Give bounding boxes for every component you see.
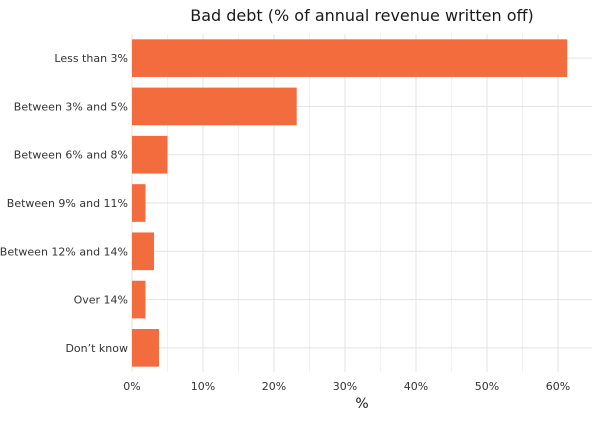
category-label: Between 9% and 11% <box>7 197 128 210</box>
x-tick-label: 10% <box>191 380 215 393</box>
category-label: Between 12% and 14% <box>0 245 128 258</box>
x-tick-label: 40% <box>404 380 428 393</box>
x-tick-label: 30% <box>333 380 357 393</box>
bar <box>132 87 297 126</box>
bar <box>132 184 146 222</box>
bars <box>132 39 568 367</box>
x-axis-ticks: 0% 10% 20% 30% 40% 50% 60% <box>123 380 570 393</box>
x-tick-label: 0% <box>123 380 140 393</box>
gridlines <box>131 34 592 372</box>
category-labels: Less than 3% Between 3% and 5% Between 6% … <box>0 52 128 355</box>
x-tick-label: 50% <box>475 380 499 393</box>
chart-title: Bad debt (% of annual revenue written of… <box>190 6 534 25</box>
bar <box>132 39 568 77</box>
x-tick-label: 60% <box>546 380 570 393</box>
category-label: Between 6% and 8% <box>14 149 128 162</box>
x-axis-title: % <box>355 396 368 412</box>
x-tick-label: 20% <box>262 380 286 393</box>
bar <box>132 280 146 319</box>
bar <box>132 135 168 174</box>
category-label: Over 14% <box>74 294 128 307</box>
category-label: Less than 3% <box>54 52 128 65</box>
bar <box>132 232 155 271</box>
bar <box>132 329 159 367</box>
category-label: Between 3% and 5% <box>14 100 128 113</box>
category-label: Don’t know <box>65 342 128 355</box>
